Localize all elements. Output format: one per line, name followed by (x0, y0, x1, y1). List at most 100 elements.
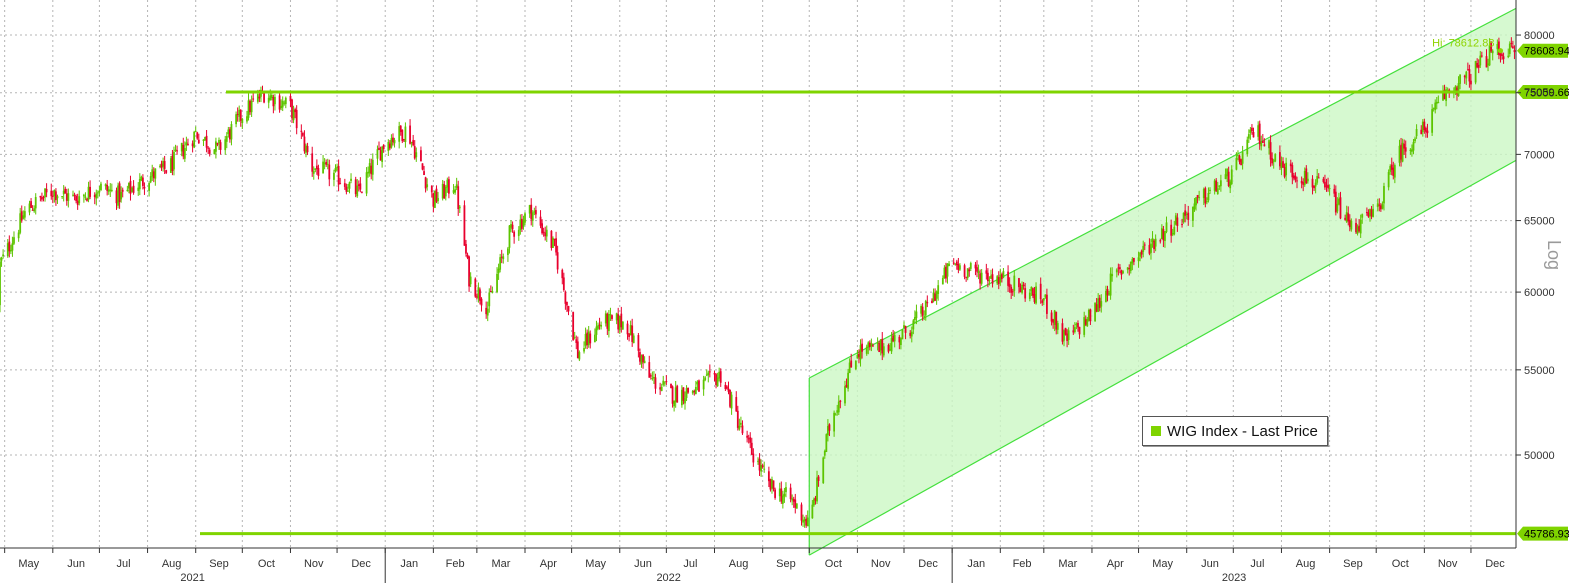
candle-body (1387, 172, 1390, 188)
candle-body (694, 386, 697, 395)
candle-body (1365, 212, 1368, 214)
candle-body (718, 371, 721, 379)
candle-body (283, 102, 286, 104)
candle-body (9, 249, 12, 252)
candle-body (1347, 213, 1350, 222)
candle-body (274, 96, 276, 105)
candle-body (924, 300, 927, 316)
year-label: 2023 (1222, 572, 1246, 583)
candle-body (702, 379, 705, 390)
candle-body (836, 410, 839, 413)
candle-body (1182, 212, 1185, 223)
candle-body (595, 326, 598, 335)
x-tick-label: Apr (540, 558, 557, 570)
candle-body (1393, 165, 1396, 178)
candle-body (1117, 267, 1120, 269)
candle-body (1108, 293, 1110, 295)
candle-body (662, 380, 665, 385)
candle-body (1339, 197, 1342, 219)
candle-body (0, 261, 1, 306)
candle-body (444, 186, 447, 197)
candle-body (945, 266, 947, 279)
candle-body (1392, 167, 1395, 176)
candle-body (803, 519, 806, 522)
candle-body (727, 388, 730, 392)
candle-body (1008, 283, 1011, 287)
candle-body (205, 135, 208, 148)
x-tick-label: Jul (683, 558, 697, 570)
candle-body (1508, 43, 1511, 54)
candle-body (859, 345, 862, 360)
candle-body (977, 271, 980, 273)
candle-body (2, 254, 5, 257)
candle-body (162, 160, 164, 167)
candle-body (805, 518, 808, 526)
y-tick-label: 65000 (1524, 216, 1555, 228)
candle-body (269, 95, 272, 101)
candle-body (252, 98, 255, 100)
candle-body (1476, 63, 1479, 68)
candle-body (673, 400, 676, 407)
candle-body (640, 355, 643, 364)
candle-body (965, 276, 968, 278)
candle-body (921, 306, 924, 316)
candle-body (443, 184, 446, 199)
candle-body (1282, 161, 1284, 168)
candle-body (348, 182, 351, 189)
candle-body (30, 201, 32, 208)
candle-body (618, 316, 621, 331)
x-tick-label: Oct (258, 558, 275, 570)
candle-body (573, 337, 576, 339)
x-tick-label: Jul (1250, 558, 1264, 570)
candle-body (387, 142, 390, 151)
candle-body (948, 263, 950, 266)
candle-body (1317, 177, 1320, 179)
candle-body (1311, 178, 1314, 188)
candle-body (219, 142, 222, 150)
candle-body (1129, 261, 1132, 271)
candle-body (844, 386, 846, 404)
candle-body (572, 312, 575, 340)
candle-body (176, 150, 178, 152)
candle-body (1350, 220, 1353, 230)
candle-body (1050, 312, 1053, 322)
candle-body (867, 342, 870, 348)
candle-body (500, 256, 503, 258)
candle-body (413, 146, 416, 159)
x-tick-label: Nov (304, 558, 324, 570)
candle-body (822, 457, 825, 484)
x-tick-label: Mar (491, 558, 510, 570)
candle-body (825, 434, 828, 453)
candle-body (1052, 319, 1055, 323)
candle-body (45, 188, 48, 193)
candle-body (813, 499, 815, 506)
candle-body (0, 258, 3, 261)
candle-body (1226, 169, 1228, 177)
candle-body (736, 410, 739, 428)
candle-body (72, 194, 74, 196)
candle-body (1313, 185, 1315, 189)
candle-body (174, 149, 177, 151)
candle-body (1219, 180, 1222, 187)
candle-body (194, 131, 197, 133)
candle-body (1252, 132, 1255, 138)
candle-body (1039, 283, 1042, 300)
candle-body (1154, 238, 1157, 247)
candle-body (1165, 222, 1168, 232)
candle-body (272, 96, 275, 107)
candle-body (545, 229, 548, 237)
candle-body (1513, 50, 1516, 53)
candle-body (713, 372, 716, 375)
candle-body (328, 164, 331, 180)
candle-body (986, 272, 989, 282)
candle-body (468, 256, 470, 287)
candle-body (182, 144, 185, 157)
candle-body (507, 248, 509, 255)
candle-body (95, 193, 98, 199)
candle-body (811, 504, 814, 519)
candle-body (42, 197, 45, 199)
candle-body (93, 194, 96, 198)
candle-body (1056, 323, 1059, 330)
candle-body (1215, 180, 1218, 192)
candle-body (75, 196, 78, 201)
